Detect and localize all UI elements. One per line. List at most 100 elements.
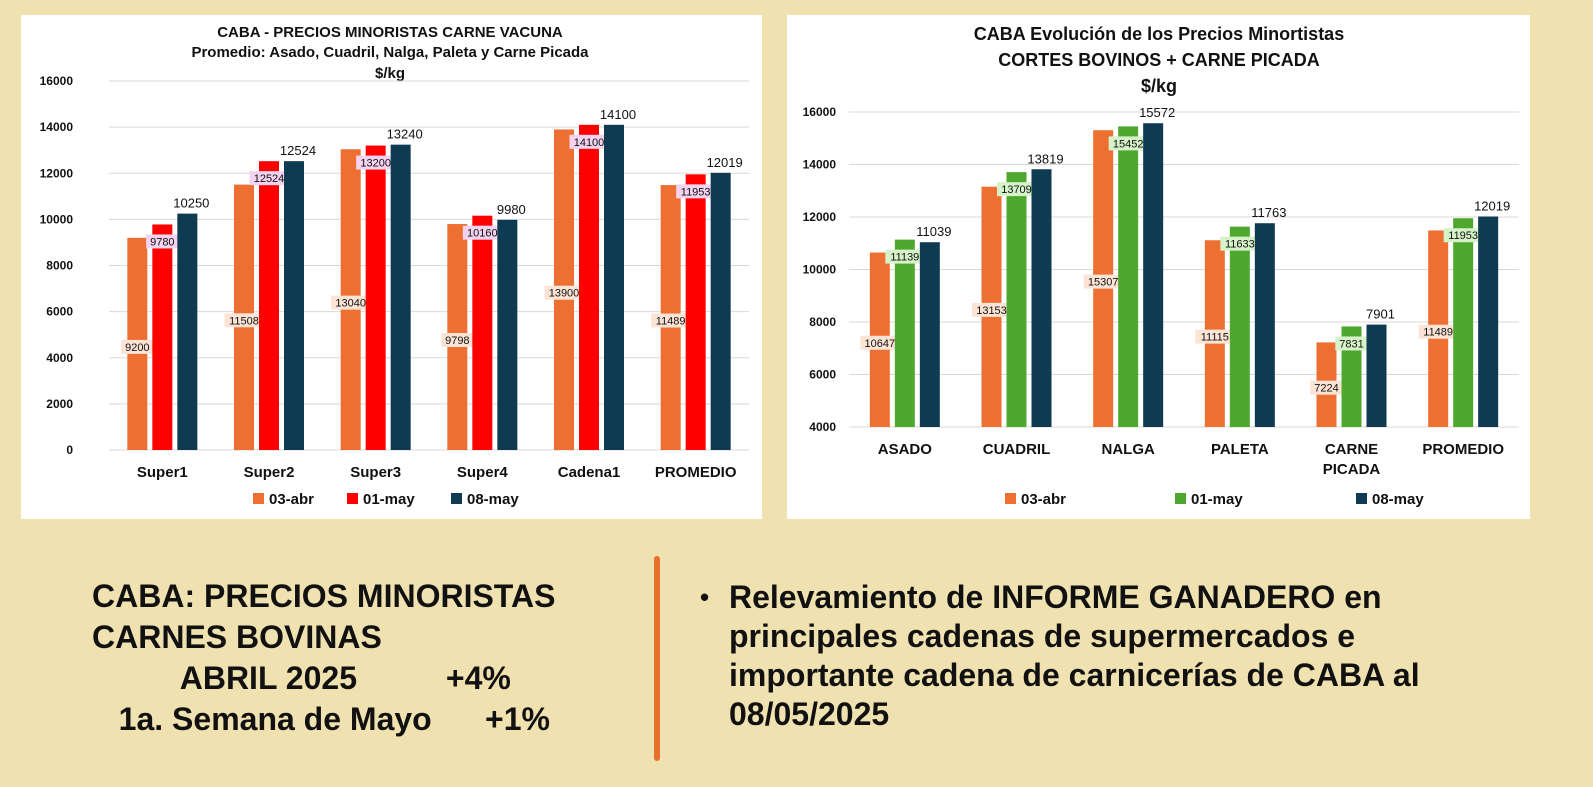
legend-swatch: [451, 493, 462, 504]
bar-01-may-1: [1006, 172, 1027, 427]
data-label-bg: [1443, 228, 1483, 243]
data-label-bg: [1418, 324, 1458, 339]
bar-01-may-4: [1341, 326, 1362, 427]
chart-title-line-2: CORTES BOVINOS + CARNE PICADA: [998, 50, 1320, 70]
data-label: 14100: [574, 137, 605, 149]
chart-panel-cuts: CABA Evolución de los Precios Minortista…: [787, 15, 1530, 519]
bar-08-may-2: [390, 144, 411, 450]
data-label: 10160: [467, 228, 498, 240]
category-label: Super2: [244, 464, 295, 481]
legend-swatch: [253, 493, 264, 504]
data-label: 11508: [229, 315, 259, 327]
y-tick-label: 12000: [40, 166, 74, 180]
legend-swatch: [347, 493, 358, 504]
data-label: 15452: [1113, 138, 1144, 150]
data-label: 14100: [600, 107, 636, 122]
data-label: 15307: [1088, 277, 1119, 289]
data-label: 7901: [1366, 307, 1395, 322]
y-tick-label: 10000: [40, 212, 74, 226]
data-label-bg: [146, 234, 179, 249]
summary-line-1: CABA: PRECIOS MINORISTAS: [92, 578, 556, 614]
data-label-bg: [860, 335, 900, 350]
legend-swatch: [1175, 493, 1186, 504]
chart-title-line-2: Promedio: Asado, Cuadril, Nalga, Paleta …: [191, 44, 589, 61]
chart-title-line-1: CABA - PRECIOS MINORISTAS CARNE VACUNA: [217, 24, 563, 41]
bar-08-may-2: [1143, 123, 1164, 428]
data-label: 11115: [1201, 332, 1229, 344]
data-label: 11489: [1423, 327, 1453, 339]
data-label: 13709: [1001, 184, 1032, 196]
bar-08-may-1: [1031, 169, 1052, 427]
bar-08-may-0: [919, 242, 940, 427]
data-label-bg: [1195, 329, 1235, 344]
chart-title-line-1: CABA Evolución de los Precios Minortista…: [974, 24, 1344, 44]
bar-08-may-4: [1366, 324, 1387, 427]
data-label: 13200: [360, 158, 391, 170]
bar-08-may-3: [497, 219, 518, 450]
data-label: 11953: [1448, 230, 1478, 242]
y-tick-label: 2000: [46, 397, 73, 411]
data-label: 9200: [125, 342, 149, 354]
note-text: Relevamiento de INFORME GANADERO en prin…: [729, 579, 1420, 732]
legend-label: 03-abr: [1021, 491, 1066, 508]
bar-01-may-2: [365, 145, 386, 450]
data-label: 11139: [890, 252, 919, 264]
summary-line-april: ABRIL 2025 +4%: [92, 660, 511, 696]
legend-label: 08-may: [1372, 491, 1424, 508]
bar-01-may-4: [579, 124, 599, 450]
data-label: 12019: [707, 155, 743, 170]
y-tick-label: 16000: [40, 74, 74, 88]
data-label: 10647: [865, 338, 896, 350]
summary-line-2: CARNES BOVINAS: [92, 619, 382, 655]
data-label-bg: [972, 302, 1011, 317]
y-tick-label: 6000: [809, 368, 836, 382]
bar-08-may-4: [604, 124, 624, 450]
data-label: 15572: [1139, 105, 1175, 120]
bar-01-may-0: [894, 239, 915, 427]
bar-01-may-1: [259, 161, 279, 450]
category-label: PALETA: [1211, 441, 1269, 458]
chart-title-line-3: $/kg: [1141, 76, 1177, 96]
legend-label: 03-abr: [269, 491, 314, 508]
data-label: 11633: [1225, 239, 1255, 251]
y-tick-label: 8000: [46, 259, 73, 273]
data-label: 11953: [681, 186, 711, 198]
data-label-bg: [1220, 236, 1260, 251]
legend-label: 08-may: [467, 491, 519, 508]
data-label-bg: [544, 285, 584, 300]
y-tick-label: 8000: [809, 315, 836, 329]
category-label: Super1: [137, 464, 188, 481]
data-label-bg: [676, 184, 716, 199]
legend-label: 01-may: [363, 491, 415, 508]
data-label: 10250: [173, 196, 209, 211]
data-label-bg: [441, 333, 474, 348]
category-label: Cadena1: [558, 464, 621, 481]
y-tick-label: 14000: [803, 158, 837, 172]
summary-block: CABA: PRECIOS MINORISTAS CARNES BOVINAS …: [92, 576, 612, 740]
y-tick-label: 16000: [803, 105, 837, 119]
data-label-bg: [331, 295, 371, 310]
category-label: PICADA: [1323, 461, 1381, 478]
chart-panel-supermarkets: CABA - PRECIOS MINORISTAS CARNE VACUNA Pr…: [21, 15, 762, 519]
data-label-bg: [651, 313, 691, 328]
data-label-bg: [224, 313, 264, 328]
y-tick-label: 12000: [803, 210, 837, 224]
bullet-icon: •: [700, 582, 710, 612]
category-label: Super3: [350, 464, 401, 481]
chart-title-line-3: $/kg: [375, 65, 405, 82]
data-label-bg: [462, 225, 502, 240]
data-label: 11039: [916, 224, 951, 239]
data-label-bg: [356, 155, 396, 170]
bar-08-may-5: [1478, 216, 1499, 427]
category-label: ASADO: [878, 441, 933, 458]
y-tick-label: 4000: [46, 351, 73, 365]
data-label: 12524: [280, 143, 316, 158]
bar-08-may-1: [284, 161, 304, 450]
legend-swatch: [1356, 493, 1367, 504]
y-tick-label: 4000: [809, 420, 836, 434]
data-label: 12019: [1474, 199, 1510, 214]
data-label: 9780: [150, 236, 174, 248]
data-label: 9980: [497, 202, 526, 217]
data-label-bg: [885, 249, 925, 264]
data-label: 7224: [1314, 383, 1338, 395]
